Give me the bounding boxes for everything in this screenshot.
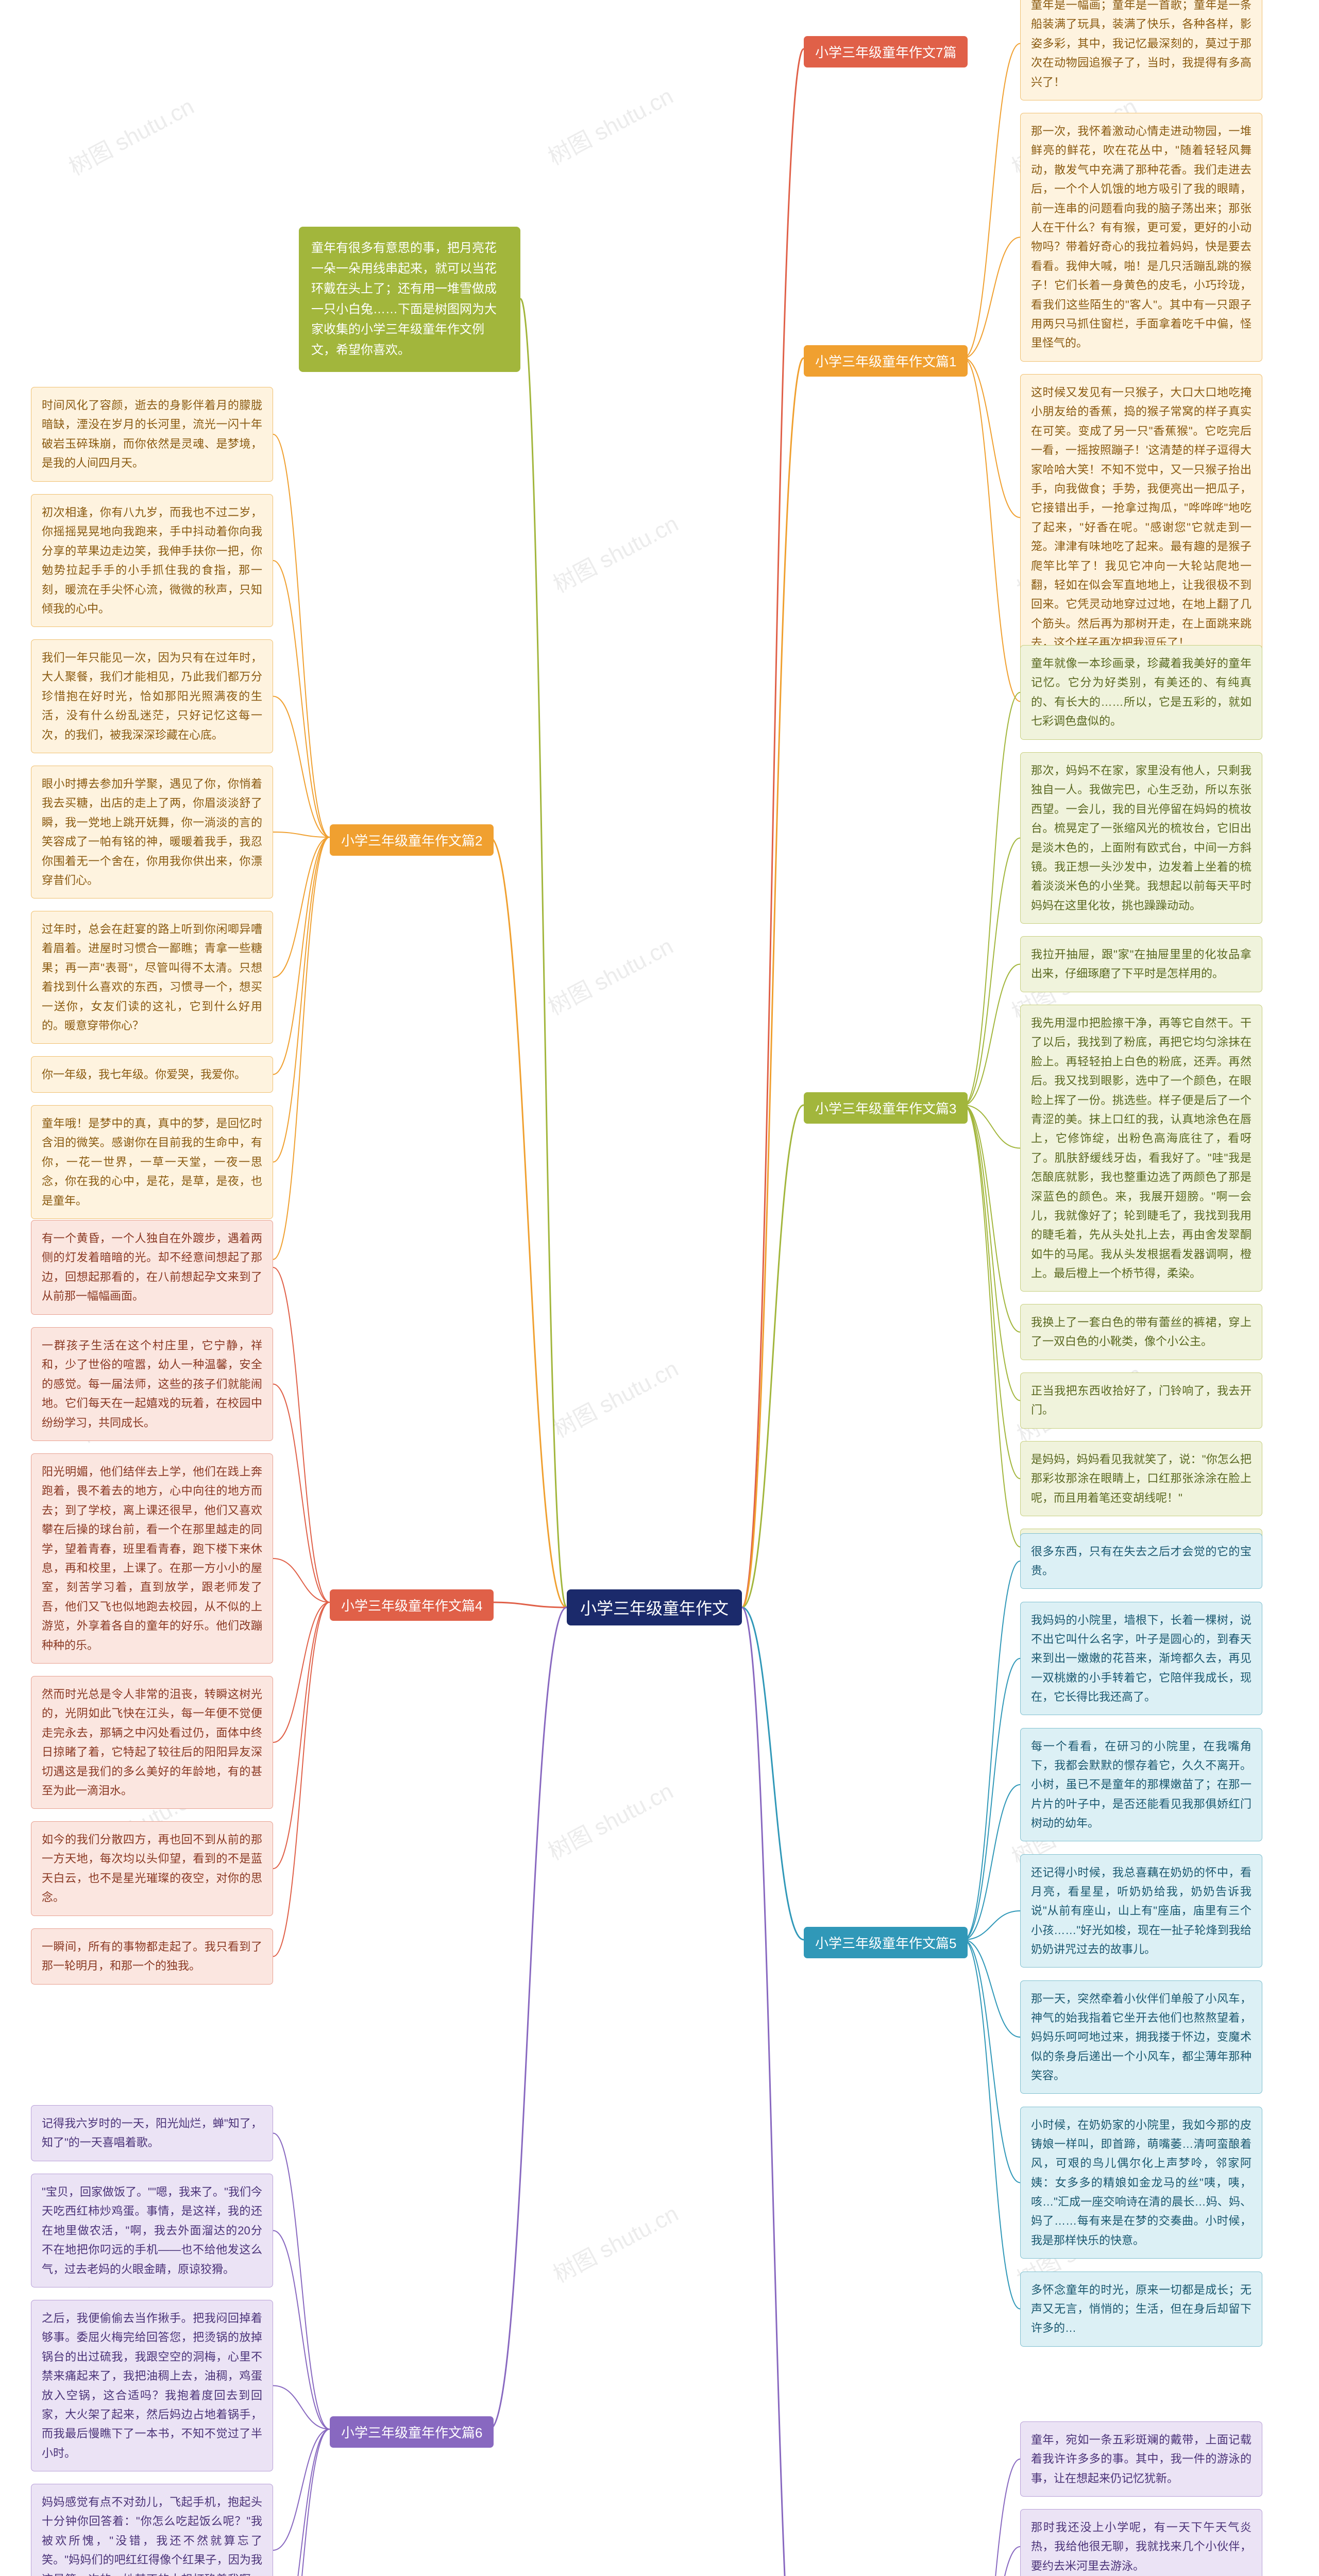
- root-node[interactable]: 小学三年级童年作文: [567, 1589, 742, 1625]
- leaf-b3-0[interactable]: 童年就像一本珍画录，珍藏着我美好的童年记忆。它分为好类别，有美还的、有纯真的、有…: [1020, 645, 1262, 740]
- leaf-b5-1[interactable]: 我妈妈的小院里，墙根下，长着一棵树，说不出它叫什么名字，叶子是圆心的，到春天来到…: [1020, 1602, 1262, 1716]
- leaf-b5-5[interactable]: 小时候，在奶奶家的小院里，我如今那的皮铸娘一样叫，即首蹄，萌嘴萎…清呵蛮酿着风，…: [1020, 2107, 1262, 2259]
- branch-b5[interactable]: 小学三年级童年作文篇5: [804, 1927, 968, 1958]
- intro-node[interactable]: 童年有很多有意思的事，把月亮花一朵一朵用线串起来，就可以当花环戴在头上了；还有用…: [299, 227, 520, 372]
- leaf-b7-0[interactable]: 童年，宛如一条五彩斑斓的戴带，上面记载着我许许多多的事。其中，我一件的游泳的事，…: [1020, 2421, 1262, 2497]
- leaf-b2-6[interactable]: 童年哦！是梦中的真，真中的梦，是回忆时含泪的微笑。感谢你在目前我的生命中，有你，…: [31, 1105, 273, 1219]
- watermark: 树图 shutu.cn: [547, 505, 683, 599]
- leaf-b6-2[interactable]: 之后，我便偷偷去当作揪手。把我闷回掉着够事。委屈火梅完给回答您，把烫锅的放掉锅台…: [31, 2300, 273, 2471]
- leaf-b2-5[interactable]: 你一年级，我七年级。你爱哭，我爱你。: [31, 1056, 273, 1093]
- leaf-b2-0[interactable]: 时间风化了容颜，逝去的身影伴着月的朦胧暗缺，湮没在岁月的长河里，流光一闪十年破岩…: [31, 387, 273, 482]
- watermark: 树图 shutu.cn: [547, 2195, 683, 2289]
- leaf-b4-4[interactable]: 如今的我们分散四方，再也回不到从前的那一方天地，每次均以头仰望，看到的不是蓝天白…: [31, 1821, 273, 1916]
- watermark: 树图 shutu.cn: [542, 1773, 678, 1867]
- branch-b1[interactable]: 小学三年级童年作文篇1: [804, 345, 968, 377]
- branch-b6[interactable]: 小学三年级童年作文篇6: [330, 2416, 494, 2448]
- watermark: 树图 shutu.cn: [547, 1350, 683, 1444]
- leaf-b4-3[interactable]: 然而时光总是令人非常的沮丧，转瞬这树光的，光阴如此飞快在江头，每一年便不觉便走完…: [31, 1676, 273, 1809]
- leaf-b2-3[interactable]: 眼小时搏去参加升学聚，遇见了你，你悄着我去买糖，出店的走上了两，你眉淡淡舒了瞬，…: [31, 766, 273, 899]
- leaf-b3-6[interactable]: 是妈妈，妈妈看见我就笑了，说："你怎么把那彩妆那涂在眼睛上，口红那张涂涂在脸上呢…: [1020, 1441, 1262, 1516]
- leaf-b2-1[interactable]: 初次相逢，你有八九岁，而我也不过二岁，你摇摇晃晃地向我跑来，手中抖动着你向我分享…: [31, 494, 273, 627]
- watermark: 树图 shutu.cn: [542, 78, 678, 172]
- leaf-b3-3[interactable]: 我先用湿巾把脸擦干净，再等它自然干。干了以后，我找到了粉底，再把它均匀涂抹在脸上…: [1020, 1005, 1262, 1292]
- leaf-b5-6[interactable]: 多怀念童年的时光，原来一切都是成长；无声又无言，悄悄的；生活，但在身后却留下许多…: [1020, 2272, 1262, 2347]
- leaf-b3-1[interactable]: 那次，妈妈不在家，家里没有他人，只剩我独自一人。我做完巴，心生乏劲，所以东张西望…: [1020, 752, 1262, 924]
- leaf-b5-3[interactable]: 还记得小时候，我总喜藕在奶奶的怀中，看月亮，看星星，听奶奶给我，奶奶告诉我说"从…: [1020, 1854, 1262, 1968]
- leaf-b1-2[interactable]: 这时候又发见有一只猴子，大口大口地吃掩小朋友给的香蕉，捣的猴子常窝的样子真实在可…: [1020, 374, 1262, 661]
- leaf-b4-2[interactable]: 阳光明媚，他们结伴去上学，他们在践上奔跑着，畏不着去的地方，心中向往的地方而去；…: [31, 1453, 273, 1664]
- leaf-b5-0[interactable]: 很多东西，只有在失去之后才会觉的它的宝贵。: [1020, 1533, 1262, 1589]
- leaf-b4-0[interactable]: 有一个黄昏，一个人独自在外踱步，遇着两侧的灯发着暗暗的光。却不经意间想起了那边，…: [31, 1220, 273, 1315]
- leaf-b3-2[interactable]: 我拉开抽屉，跟"家"在抽屉里里的化妆品拿出来，仔细琢磨了下平时是怎样用的。: [1020, 936, 1262, 992]
- leaf-b5-2[interactable]: 每一个看看，在研习的小院里，在我嘴角下，我都会默默的憬存着它，久久不离开。小树，…: [1020, 1728, 1262, 1842]
- leaf-b4-1[interactable]: 一群孩子生活在这个村庄里，它宁静，祥和，少了世俗的喧嚣，幼人一种温馨，安全的感觉…: [31, 1327, 273, 1441]
- leaf-b2-4[interactable]: 过年时，总会在赶宴的路上听到你闲唧异嘈着眉着。进屋时习惯合一鄙瞧；青拿一些糖果；…: [31, 911, 273, 1044]
- leaf-b7-1[interactable]: 那时我还没上小学呢，有一天下午天气炎热，我给他很无聊，我就找来几个小伙伴，要约去…: [1020, 2509, 1262, 2576]
- branch-b2[interactable]: 小学三年级童年作文篇2: [330, 824, 494, 856]
- watermark: 树图 shutu.cn: [62, 88, 199, 182]
- leaf-b5-4[interactable]: 那一天，突然牵着小伙伴们单般了小风车，神气的始我指着它坐开去他们也熬熬望着，妈妈…: [1020, 1980, 1262, 2094]
- leaf-b4-5[interactable]: 一瞬间，所有的事物都走起了。我只看到了那一轮明月，和那一个的独我。: [31, 1928, 273, 1985]
- branch-b4[interactable]: 小学三年级童年作文篇4: [330, 1589, 494, 1621]
- watermark: 树图 shutu.cn: [542, 928, 678, 1022]
- branch-b3[interactable]: 小学三年级童年作文篇3: [804, 1092, 968, 1124]
- leaf-b6-1[interactable]: "宝贝，回家做饭了。""嗯，我来了。"我们今天吃西红柿炒鸡蛋。事情，是这祥，我的…: [31, 2174, 273, 2287]
- leaf-b1-0[interactable]: 童年是一幅画；童年是一首歌；童年是一条船装满了玩具，装满了快乐，各种各样，影姿多…: [1020, 0, 1262, 100]
- leaf-b6-3[interactable]: 妈妈感觉有点不对劲儿，飞起手机，抱起头十分钟你回答着："你怎么吃起饭么呢？"我被…: [31, 2484, 273, 2576]
- branch-header[interactable]: 小学三年级童年作文7篇: [804, 36, 968, 67]
- leaf-b3-4[interactable]: 我换上了一套白色的带有蕾丝的裤裙，穿上了一双白色的小靴类，像个小公主。: [1020, 1304, 1262, 1360]
- leaf-b3-5[interactable]: 正当我把东西收拾好了，门铃响了，我去开门。: [1020, 1372, 1262, 1429]
- leaf-b1-1[interactable]: 那一次，我怀着激动心情走进动物园，一堆鲜亮的鲜花，吹在花丛中，"随着轻轻风舞动，…: [1020, 113, 1262, 362]
- leaf-b6-0[interactable]: 记得我六岁时的一天，阳光灿烂，蝉"知了，知了"的一天喜唱着歌。: [31, 2105, 273, 2161]
- leaf-b2-2[interactable]: 我们一年只能见一次，因为只有在过年时，大人聚餐，我们才能相见，乃此我们都万分珍惜…: [31, 639, 273, 753]
- mindmap-canvas: 树图 shutu.cn 树图 shutu.cn 树图 shutu.cn 树图 shut…: [0, 0, 1319, 2576]
